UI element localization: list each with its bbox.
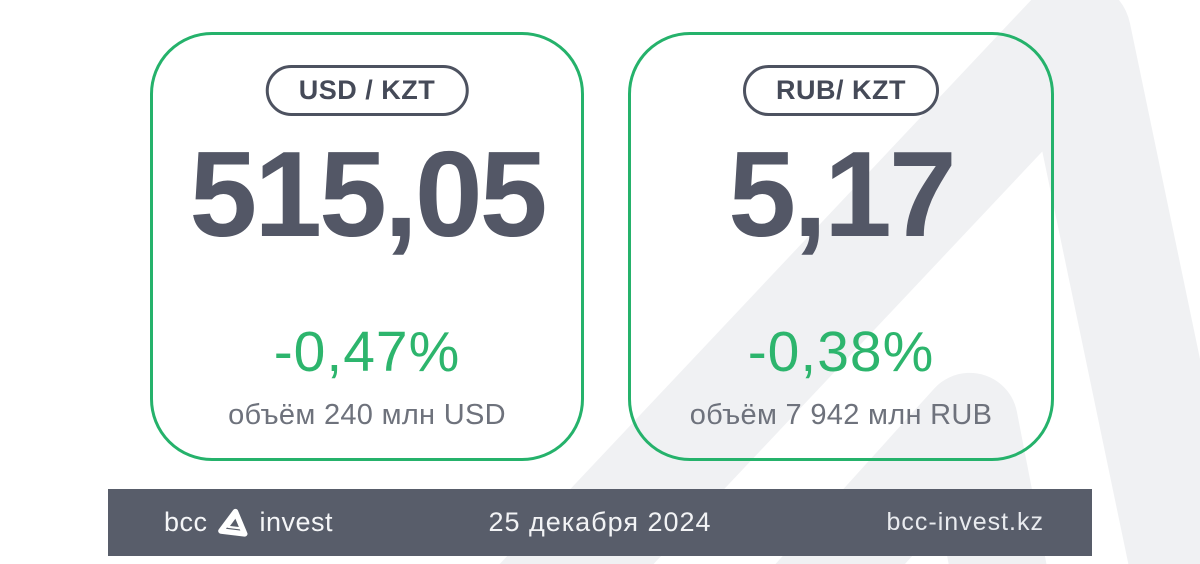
- pair-badge-rub-kzt: RUB/ KZT: [743, 65, 939, 116]
- card-rub-kzt: RUB/ KZT 5,17 -0,38% объём 7 942 млн RUB: [628, 32, 1054, 461]
- change-percent-usd-kzt: -0,47%: [273, 320, 461, 384]
- change-percent-rub-kzt: -0,38%: [747, 320, 935, 384]
- brand-text-invest: invest: [259, 507, 334, 537]
- volume-label-usd-kzt: объём 240 млн USD: [228, 399, 506, 431]
- website-label: bcc-invest.kz: [886, 508, 1044, 536]
- rate-value-usd-kzt: 515,05: [189, 126, 547, 262]
- bcc-invest-triangle-icon: [213, 503, 255, 543]
- date-label: 25 декабря 2024: [488, 507, 712, 537]
- brand-logo: bcc invest: [164, 489, 333, 556]
- pair-badge-usd-kzt: USD / KZT: [265, 65, 469, 116]
- volume-label-rub-kzt: объём 7 942 млн RUB: [689, 399, 993, 431]
- footer-bar: bcc invest 25 декабря 2024 bcc-invest.kz: [108, 489, 1092, 556]
- card-usd-kzt: USD / KZT 515,05 -0,47% объём 240 млн US…: [150, 32, 584, 461]
- brand-text-bcc: bcc: [164, 507, 208, 537]
- rate-value-rub-kzt: 5,17: [728, 126, 956, 262]
